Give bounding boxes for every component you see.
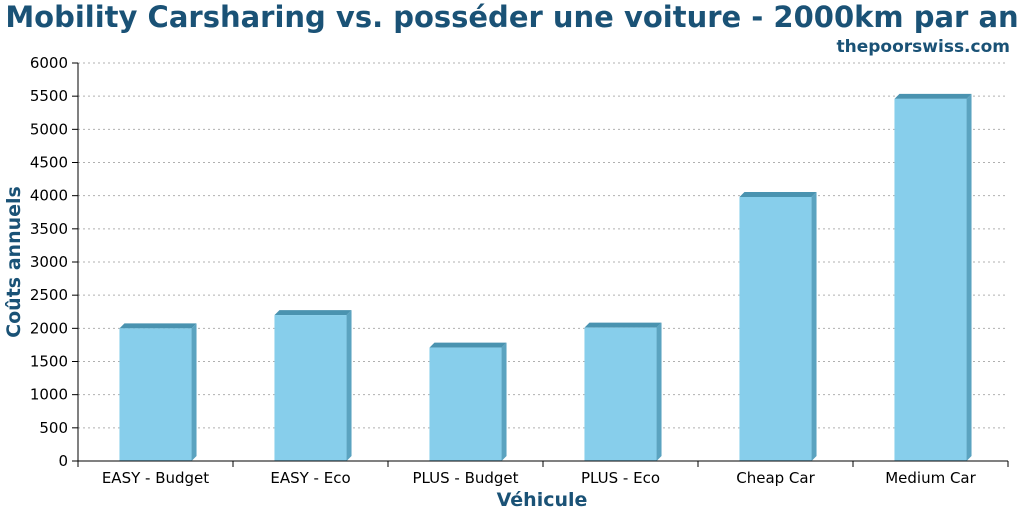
y-tick-label: 5000 bbox=[30, 120, 68, 138]
x-tick-label: Cheap Car bbox=[736, 469, 815, 487]
y-tick-label: 3500 bbox=[30, 220, 68, 238]
y-tick-label: 2000 bbox=[30, 319, 68, 337]
bar-front bbox=[894, 98, 967, 461]
y-tick-label: 500 bbox=[39, 419, 68, 437]
bar-top bbox=[119, 323, 197, 329]
bar-side bbox=[346, 310, 352, 461]
y-axis-label: Coûts annuels bbox=[3, 186, 25, 338]
x-tick-label: PLUS - Eco bbox=[581, 469, 660, 487]
y-tick-label: 2500 bbox=[30, 286, 68, 304]
y-tick-label: 3000 bbox=[30, 253, 68, 271]
bar bbox=[739, 191, 817, 461]
bar bbox=[429, 342, 507, 461]
bar-top bbox=[739, 191, 817, 197]
bar-side bbox=[191, 323, 197, 461]
bar-top bbox=[584, 322, 662, 328]
bar-front bbox=[274, 315, 347, 461]
bar-front bbox=[584, 327, 657, 461]
bar bbox=[584, 322, 662, 461]
bar-side bbox=[656, 322, 662, 461]
bar-top bbox=[429, 342, 507, 348]
site-credit: thepoorswiss.com bbox=[837, 37, 1011, 57]
axes: 0 500 1000 1500 2000 2500 3000 3500 4000 4500 5000… bbox=[30, 54, 1009, 487]
y-tick-label: 4000 bbox=[30, 187, 68, 205]
bar bbox=[119, 323, 197, 461]
chart-title: Mobility Carsharing vs. posséder une voi… bbox=[5, 0, 1018, 34]
y-tick-label: 1000 bbox=[30, 386, 68, 404]
x-tick-label: EASY - Budget bbox=[102, 469, 209, 487]
y-tick-label: 0 bbox=[58, 452, 68, 470]
y-tick-label: 4500 bbox=[30, 154, 68, 172]
bar bbox=[894, 93, 972, 461]
x-axis-label: Véhicule bbox=[497, 489, 588, 511]
bar-top bbox=[894, 93, 972, 99]
y-tick-label: 5500 bbox=[30, 87, 68, 105]
bars bbox=[119, 93, 972, 461]
x-tick-label: EASY - Eco bbox=[270, 469, 350, 487]
y-tick-label: 1500 bbox=[30, 353, 68, 371]
x-tick-label: Medium Car bbox=[885, 469, 976, 487]
bar-top bbox=[274, 310, 352, 316]
bar-front bbox=[119, 328, 192, 461]
bar-side bbox=[811, 191, 817, 461]
bar-front bbox=[429, 347, 502, 461]
grid-lines bbox=[78, 62, 1008, 429]
x-tick-label: PLUS - Budget bbox=[412, 469, 518, 487]
bar-side bbox=[966, 93, 972, 461]
y-tick-label: 6000 bbox=[30, 54, 68, 72]
bar bbox=[274, 310, 352, 461]
bar-front bbox=[739, 196, 812, 461]
bar-side bbox=[501, 342, 507, 461]
